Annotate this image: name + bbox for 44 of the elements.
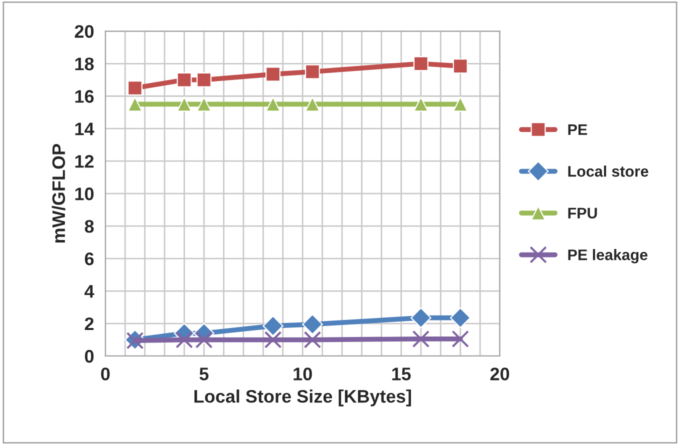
point	[196, 96, 212, 112]
legend-label: PE	[568, 124, 588, 135]
point	[304, 96, 320, 112]
x-tick-label: 15	[392, 368, 411, 380]
x-tick-label: 5	[200, 368, 209, 380]
y-tick-label: 14	[75, 122, 94, 136]
point	[127, 96, 142, 112]
point	[412, 330, 430, 348]
point	[127, 80, 142, 96]
point	[266, 66, 281, 82]
y-tick-label: 0	[84, 350, 94, 363]
legend-label: Local store	[568, 166, 648, 177]
point	[176, 96, 192, 112]
y-tick-label: 18	[75, 58, 94, 70]
legend-label: FPU	[568, 208, 597, 219]
y-tick-label: 6	[84, 252, 94, 266]
point	[304, 331, 322, 348]
x-tick-label: 20	[490, 368, 510, 380]
point	[413, 56, 428, 72]
point	[410, 307, 432, 328]
point	[413, 96, 428, 112]
x-tick-label: 10	[294, 368, 312, 380]
y-tick-label: 8	[84, 220, 94, 233]
y-tick-label: 16	[75, 90, 94, 103]
point	[262, 316, 284, 336]
x-axis-title: Local Store Size [KBytes]	[194, 390, 411, 406]
point	[452, 330, 470, 348]
point	[452, 96, 468, 112]
y-tick-label: 20	[74, 25, 94, 38]
y-tick-label: 4	[84, 285, 94, 298]
point	[304, 64, 320, 80]
point	[264, 331, 282, 348]
point	[176, 72, 192, 88]
point	[452, 58, 468, 74]
x-tick-label: 0	[101, 368, 110, 380]
point	[196, 72, 212, 88]
y-tick-label: 10	[75, 188, 94, 200]
legend-label: PE leakage	[568, 249, 648, 264]
point	[266, 96, 281, 112]
point	[450, 307, 471, 328]
y-tick-label: 2	[84, 317, 94, 330]
y-tick-label: 12	[75, 155, 94, 168]
point	[302, 314, 323, 335]
y-axis-title: mW/GFLOP	[52, 144, 66, 243]
